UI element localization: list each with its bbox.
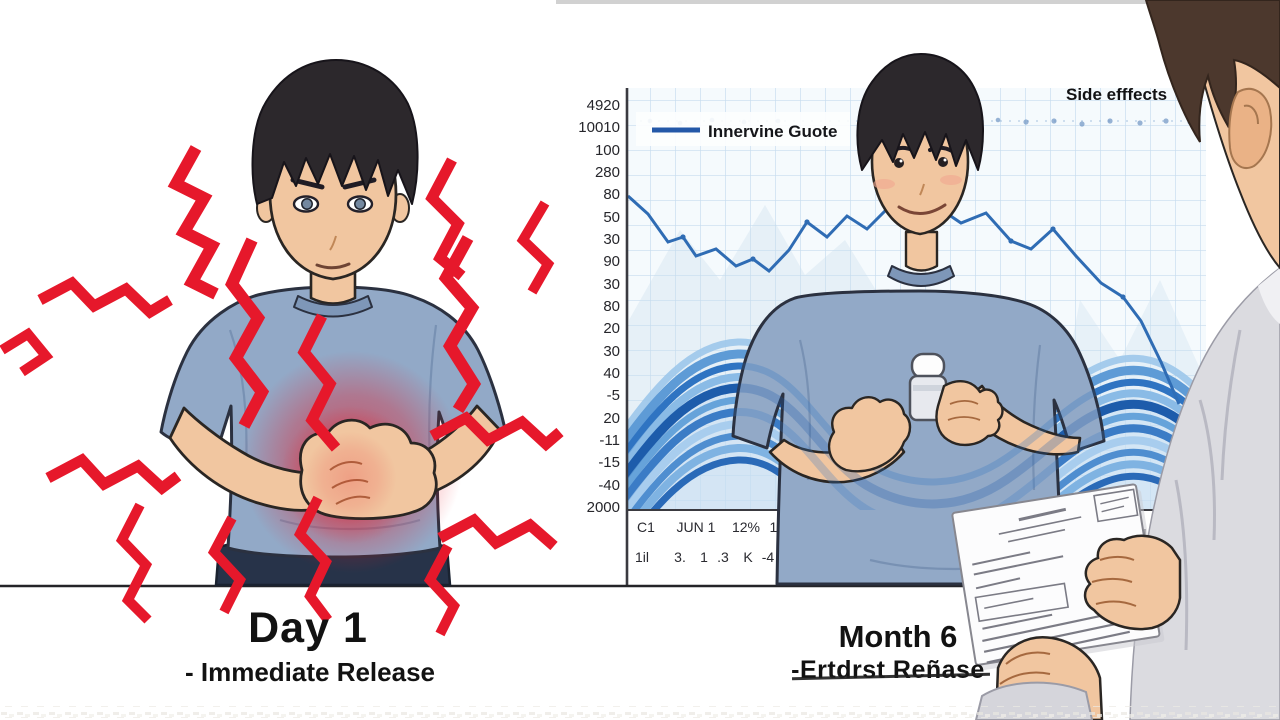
pill-bottle-label — [913, 385, 943, 391]
y-tick: 10010 — [578, 119, 620, 136]
left-man-nose — [329, 235, 337, 251]
left-man-head — [251, 59, 419, 318]
top-edge-smudge — [556, 0, 1204, 4]
y-tick: 20 — [603, 320, 620, 337]
y-tick: -11 — [599, 432, 620, 449]
y-tick: 40 — [603, 365, 620, 382]
pill-bottle-hands — [827, 352, 1004, 473]
clinician-finger-lines — [1091, 556, 1137, 607]
x-tick: 3. — [674, 549, 686, 565]
clinician-collar — [1258, 268, 1280, 324]
pain-glow-hands — [288, 416, 412, 540]
right-man-blush-left — [873, 179, 895, 189]
right-man-collar — [887, 265, 955, 287]
y-tick: -15 — [598, 454, 620, 471]
right-man-holding-hand — [935, 380, 1004, 447]
x-tick: JUN 1 — [677, 519, 716, 535]
right-man-open-palm — [827, 396, 912, 473]
series-line — [628, 194, 1181, 405]
y-tick: -40 — [598, 477, 620, 494]
legend: Innervine Guote — [636, 112, 850, 146]
y-tick: 280 — [595, 164, 620, 181]
left-panel-subtitle: - Immediate Release — [184, 657, 435, 687]
finger-lines — [947, 400, 981, 421]
y-tick: 30 — [603, 231, 620, 248]
y-tick: 4920 — [587, 97, 620, 114]
clinician-shirt-folds — [1174, 329, 1242, 651]
eye-glint — [899, 159, 903, 163]
bottom-noise-strip — [0, 706, 1280, 718]
pill-bottle-cap — [910, 352, 946, 380]
left-panel-title: Day 1 — [248, 604, 368, 652]
y-tick: 80 — [603, 298, 620, 315]
iris — [354, 198, 366, 210]
y-tick: -5 — [607, 387, 620, 404]
y-tick: 20 — [603, 410, 620, 427]
iris — [301, 198, 313, 210]
x-tick: C1 — [637, 519, 655, 535]
y-tick: 80 — [603, 186, 620, 203]
right-man-neck — [904, 230, 939, 272]
clinician-left-finger-lines — [999, 651, 1051, 685]
y-tick: 50 — [603, 209, 620, 226]
x-tick: 1 — [700, 549, 708, 565]
clinician-hair — [1144, 0, 1280, 143]
x-tick: -4 — [762, 549, 775, 565]
clinician-right-hand — [1083, 534, 1182, 631]
x-tick: 1il — [635, 549, 649, 565]
eye-glint — [943, 158, 947, 162]
right-man-blush-right — [940, 175, 962, 185]
left-man-mouth — [315, 262, 351, 270]
right-man-eye-left — [894, 158, 904, 168]
x-tick: K — [743, 549, 753, 565]
right-man-smile — [897, 203, 947, 215]
x-tick: 12% — [732, 519, 760, 535]
document-scribbles — [972, 488, 1139, 664]
left-man-hair — [251, 59, 419, 205]
x-tick: .3 — [717, 549, 729, 565]
side-effects-annotation: Side efffects — [1066, 85, 1167, 104]
right-man-nose — [919, 183, 925, 196]
y-tick: 2000 — [587, 499, 620, 516]
right-man-hair — [856, 53, 984, 171]
y-tick-labels: 4920 10010 100 280 80 50 30 90 30 80 20 … — [578, 97, 620, 516]
pain-bolts — [0, 145, 564, 637]
y-tick: 30 — [603, 276, 620, 293]
clinician-ear — [1228, 87, 1273, 169]
y-tick: 90 — [603, 253, 620, 270]
left-man-collar — [293, 295, 373, 318]
y-tick: 30 — [603, 343, 620, 360]
y-tick: 100 — [595, 142, 620, 159]
wave-overlay — [628, 362, 1206, 510]
clinician-ear-inner — [1243, 104, 1259, 125]
right-man-eye-right — [938, 157, 948, 167]
legend-label: Innervine Guote — [708, 122, 837, 141]
right-panel-title: Month 6 — [838, 619, 958, 654]
